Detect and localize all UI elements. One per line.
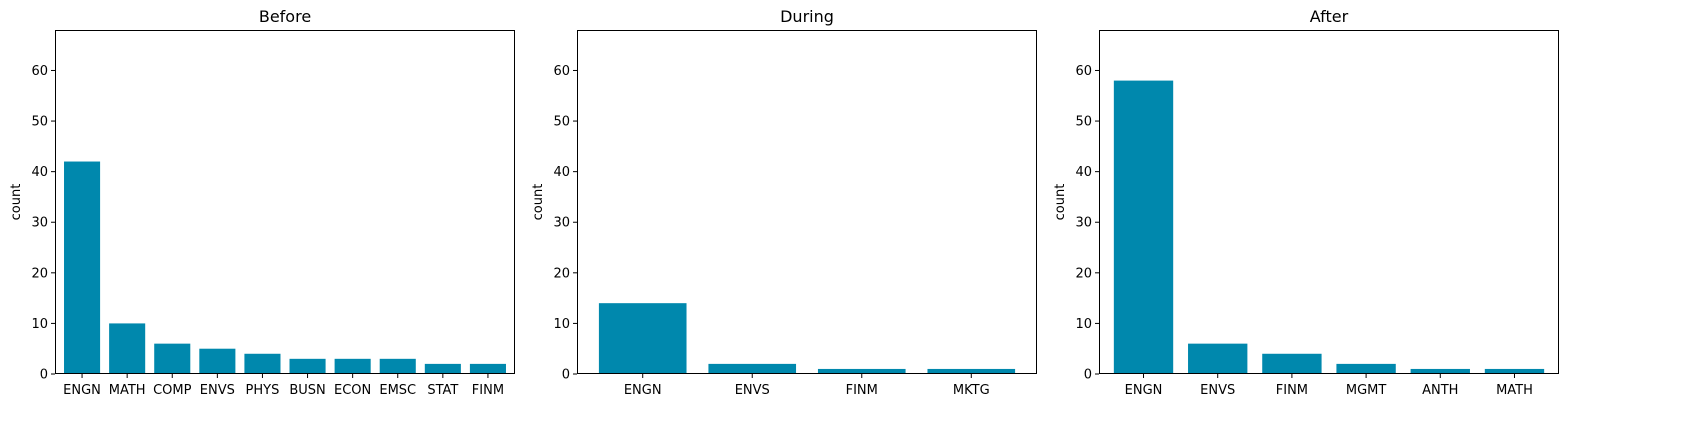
x-tick-label-after-math: MATH <box>1496 383 1533 398</box>
x-tick-label-before-finm: FINM <box>472 383 504 398</box>
x-tick-label-during-engn: ENGN <box>624 383 662 398</box>
y-tick-label-before: 40 <box>31 165 48 180</box>
x-tick-label-after-anth: ANTH <box>1422 383 1458 398</box>
bar-before-econ <box>334 358 371 374</box>
bar-before-finm <box>469 363 506 374</box>
x-tick-label-before-math: MATH <box>109 383 146 398</box>
plot-frame-before <box>55 30 515 374</box>
y-tick-label-during: 30 <box>553 216 570 231</box>
bar-before-comp <box>154 343 191 374</box>
bar-before-stat <box>424 363 461 374</box>
y-tick-label-during: 50 <box>553 115 570 130</box>
bar-before-math <box>109 323 146 374</box>
y-tick-label-before: 20 <box>31 266 48 281</box>
y-tick-label-after: 40 <box>1075 165 1092 180</box>
bars-during <box>598 303 1016 374</box>
chart-title-during: During <box>780 7 834 26</box>
y-tick-label-after: 50 <box>1075 115 1092 130</box>
bar-during-finm <box>817 368 906 374</box>
x-tick-label-before-stat: STAT <box>427 383 458 398</box>
x-ticks-before: ENGN MATH COMP ENVS PHYS BUSN ECON EMSC STAT FINM <box>63 374 504 398</box>
y-tick-label-after: 60 <box>1075 64 1092 79</box>
chart-panel-during: During count 0 10 20 30 40 50 60 ENGN ENVS FINM M… <box>531 7 1037 398</box>
y-tick-label-after: 20 <box>1075 266 1092 281</box>
x-tick-label-after-engn: ENGN <box>1125 383 1163 398</box>
x-tick-label-during-finm: FINM <box>846 383 878 398</box>
bar-after-finm <box>1262 353 1322 374</box>
chart-panel-after: After count 0 10 20 30 40 50 60 ENGN ENVS FINM MG… <box>1053 7 1559 398</box>
bar-before-envs <box>199 348 236 374</box>
bar-during-mktg <box>927 368 1016 374</box>
x-tick-label-during-mktg: MKTG <box>953 383 990 398</box>
x-tick-label-before-engn: ENGN <box>63 383 101 398</box>
x-tick-label-before-envs: ENVS <box>200 383 235 398</box>
plot-frame-during <box>577 30 1037 374</box>
x-tick-label-after-finm: FINM <box>1276 383 1308 398</box>
x-ticks-during: ENGN ENVS FINM MKTG <box>624 374 990 398</box>
chart-title-after: After <box>1310 7 1349 26</box>
x-ticks-after: ENGN ENVS FINM MGMT ANTH MATH <box>1125 374 1533 398</box>
bars-after <box>1113 80 1545 375</box>
y-tick-label-during: 0 <box>562 368 570 383</box>
y-tick-label-during: 20 <box>553 266 570 281</box>
y-tick-label-during: 10 <box>553 317 570 332</box>
y-tick-label-before: 60 <box>31 64 48 79</box>
y-axis-label-before: count <box>9 184 24 221</box>
y-axis-label-after: count <box>1053 184 1068 221</box>
bar-before-busn <box>289 358 326 374</box>
x-tick-label-before-econ: ECON <box>334 383 371 398</box>
y-tick-label-before: 10 <box>31 317 48 332</box>
bar-after-anth <box>1410 368 1470 374</box>
bar-after-engn <box>1113 80 1174 375</box>
x-tick-label-before-phys: PHYS <box>246 383 280 398</box>
y-tick-label-before: 0 <box>40 368 48 383</box>
chart-title-before: Before <box>259 7 311 26</box>
x-tick-label-before-comp: COMP <box>153 383 192 398</box>
y-ticks-before: 0 10 20 30 40 50 60 <box>31 64 55 383</box>
y-tick-label-after: 0 <box>1084 368 1092 383</box>
y-axis-label-during: count <box>531 184 546 221</box>
bar-during-envs <box>708 363 797 374</box>
bar-after-math <box>1484 368 1545 374</box>
y-tick-label-after: 10 <box>1075 317 1092 332</box>
plot-frame-after <box>1099 30 1559 374</box>
bars-before <box>64 161 506 374</box>
bar-before-engn <box>64 161 101 374</box>
y-tick-label-before: 50 <box>31 115 48 130</box>
y-tick-label-during: 40 <box>553 165 570 180</box>
bar-before-emsc <box>379 358 416 374</box>
bar-during-engn <box>598 303 687 374</box>
x-tick-label-after-envs: ENVS <box>1200 383 1235 398</box>
x-tick-label-before-busn: BUSN <box>289 383 325 398</box>
y-ticks-after: 0 10 20 30 40 50 60 <box>1075 64 1099 383</box>
bar-after-mgmt <box>1336 363 1396 374</box>
bar-before-phys <box>244 353 281 374</box>
x-tick-label-during-envs: ENVS <box>735 383 770 398</box>
y-tick-label-during: 60 <box>553 64 570 79</box>
bar-after-envs <box>1188 343 1248 374</box>
y-ticks-during: 0 10 20 30 40 50 60 <box>553 64 577 383</box>
x-tick-label-before-emsc: EMSC <box>379 383 416 398</box>
y-tick-label-after: 30 <box>1075 216 1092 231</box>
y-tick-label-before: 30 <box>31 216 48 231</box>
x-tick-label-after-mgmt: MGMT <box>1346 383 1387 398</box>
